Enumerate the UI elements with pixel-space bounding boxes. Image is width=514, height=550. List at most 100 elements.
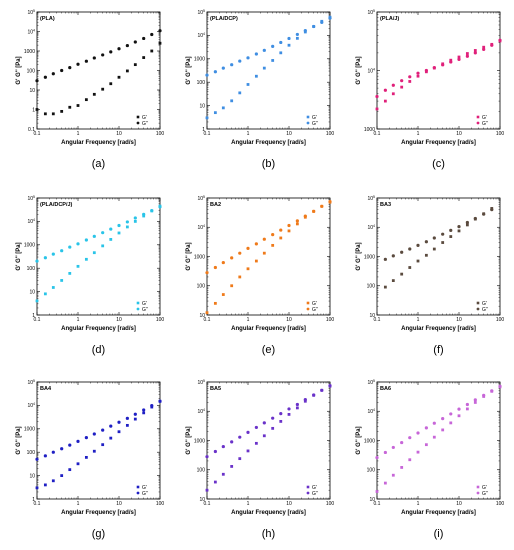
data-point-g-double-prime (254, 52, 258, 56)
panel-sample-tag: BA5 (210, 386, 221, 392)
x-tick-label: 10 (116, 317, 122, 323)
data-point-g-double-prime (43, 75, 47, 79)
x-tick-label: 100 (326, 501, 335, 507)
data-point-g-prime (295, 36, 299, 40)
legend-label: G' (142, 485, 147, 491)
x-tick-label: 100 (496, 131, 505, 137)
x-tick-label: 1 (247, 501, 250, 507)
data-point-g-double-prime (498, 38, 502, 42)
y-tick-label: 104 (367, 67, 375, 74)
panel-sample-tag: (PLA/J) (380, 16, 399, 22)
y-tick-label: 104 (367, 224, 375, 231)
data-point-g-double-prime (287, 36, 291, 41)
data-point-g-prime (51, 479, 55, 483)
panel-sample-tag: (PLA/DCP) (210, 16, 238, 22)
x-axis-label: Angular Frequency [rad/s] (61, 510, 136, 516)
x-tick-label: 0.1 (34, 131, 41, 137)
data-point-g-double-prime (150, 208, 154, 213)
plot-frame (36, 381, 161, 500)
plot-frame (36, 11, 161, 130)
data-point-g-prime (221, 472, 225, 476)
x-axis-label: Angular Frequency [rad/s] (401, 326, 476, 332)
y-axis-label: G' G'' [Pa] (356, 242, 362, 270)
legend-label: G'' (142, 491, 148, 497)
x-tick-label: 100 (326, 131, 335, 137)
legend-marker (136, 307, 140, 311)
data-point-g-double-prime (312, 24, 316, 29)
x-tick-label: 1 (77, 317, 80, 323)
data-point-g-double-prime (328, 200, 332, 204)
data-point-g-double-prime (312, 209, 316, 213)
legend-label: G'' (312, 491, 318, 497)
legend-label: G' (312, 115, 317, 121)
data-point-g-prime (246, 83, 250, 86)
data-point-g-double-prime (441, 417, 445, 421)
legend-label: G' (312, 301, 317, 307)
data-point-g-double-prime (117, 420, 121, 424)
data-point-g-prime (473, 401, 477, 404)
data-point-g-double-prime (76, 62, 80, 66)
data-point-g-double-prime (84, 238, 88, 242)
x-tick-label: 100 (496, 501, 505, 507)
data-point-g-double-prime (35, 457, 39, 461)
data-point-g-double-prime (408, 436, 412, 440)
data-point-g-prime (271, 426, 275, 430)
y-tick-label: 100 (27, 68, 36, 74)
data-point-g-double-prime (473, 51, 477, 55)
legend-marker (306, 301, 310, 305)
y-tick-label: 10 (199, 313, 205, 319)
data-point-g-double-prime (125, 220, 129, 224)
data-point-g-prime (391, 92, 395, 96)
legend-marker (306, 307, 310, 311)
data-point-g-prime (133, 417, 137, 421)
data-point-g-prime (68, 468, 72, 472)
data-point-g-prime (432, 247, 436, 251)
data-point-g-prime (221, 293, 225, 296)
x-tick-label: 10 (456, 131, 462, 137)
data-point-g-double-prime (490, 43, 494, 47)
data-point-g-double-prime (383, 257, 387, 261)
x-tick-label: 10 (116, 131, 122, 137)
data-point-g-prime (230, 465, 234, 468)
data-point-g-double-prime (328, 384, 332, 388)
legend-label: G'' (312, 307, 318, 313)
data-point-g-double-prime (117, 223, 121, 228)
data-point-g-double-prime (76, 242, 80, 246)
data-point-g-prime (238, 275, 242, 279)
data-point-g-prime (84, 455, 88, 459)
y-tick-label: 105 (197, 195, 205, 202)
data-point-g-prime (457, 55, 461, 59)
data-point-g-prime (109, 82, 113, 86)
data-point-g-double-prime (320, 204, 324, 208)
y-tick-label: 1000 (194, 57, 205, 63)
data-point-g-double-prime (92, 234, 96, 238)
data-point-g-prime (441, 428, 445, 432)
data-point-g-prime (109, 238, 113, 241)
data-point-g-prime (84, 98, 88, 102)
data-point-g-double-prime (68, 245, 72, 249)
data-point-g-prime (142, 56, 146, 59)
x-tick-label: 1 (417, 317, 420, 323)
data-point-g-prime (287, 43, 291, 47)
x-axis-label: Angular Frequency [rad/s] (401, 140, 476, 146)
x-axis-label: Angular Frequency [rad/s] (61, 326, 136, 332)
data-point-g-prime (68, 105, 72, 109)
panel-letter: (i) (434, 528, 444, 540)
data-point-g-double-prime (473, 398, 477, 402)
panel-letter: (g) (92, 528, 105, 540)
panel-letter: (c) (432, 158, 445, 170)
x-tick-label: 1 (417, 501, 420, 507)
data-point-g-double-prime (383, 88, 387, 92)
data-point-g-double-prime (391, 445, 395, 450)
data-point-g-prime (295, 222, 299, 226)
panel-letter: (e) (262, 344, 275, 356)
panel-letter: (f) (433, 344, 443, 356)
data-point-g-double-prime (400, 440, 404, 445)
y-tick-label: 1 (32, 107, 35, 113)
legend-label: G'' (482, 121, 488, 127)
x-axis-label: Angular Frequency [rad/s] (61, 140, 136, 146)
data-point-g-prime (482, 45, 486, 49)
data-point-g-double-prime (142, 212, 146, 216)
